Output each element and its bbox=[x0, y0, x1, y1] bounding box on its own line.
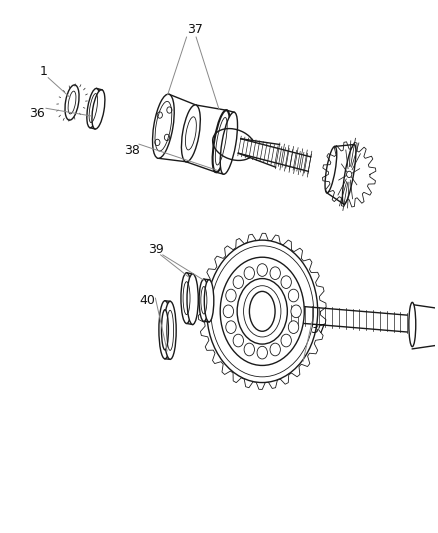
Ellipse shape bbox=[159, 301, 171, 359]
Circle shape bbox=[157, 112, 162, 118]
Circle shape bbox=[226, 289, 236, 302]
Ellipse shape bbox=[207, 240, 318, 383]
Circle shape bbox=[270, 343, 280, 356]
Circle shape bbox=[291, 305, 301, 318]
Ellipse shape bbox=[220, 112, 237, 174]
Ellipse shape bbox=[343, 144, 356, 204]
Ellipse shape bbox=[187, 274, 198, 325]
Ellipse shape bbox=[409, 302, 416, 346]
Circle shape bbox=[244, 267, 254, 279]
Ellipse shape bbox=[164, 301, 176, 359]
Ellipse shape bbox=[87, 88, 100, 128]
Circle shape bbox=[244, 343, 254, 356]
Ellipse shape bbox=[65, 85, 79, 120]
Ellipse shape bbox=[249, 292, 275, 332]
Ellipse shape bbox=[220, 257, 304, 366]
Ellipse shape bbox=[152, 94, 174, 158]
Circle shape bbox=[346, 171, 352, 177]
Circle shape bbox=[226, 321, 236, 334]
Circle shape bbox=[257, 346, 268, 359]
Circle shape bbox=[270, 267, 280, 279]
Ellipse shape bbox=[92, 90, 105, 129]
Circle shape bbox=[257, 264, 268, 277]
Ellipse shape bbox=[181, 273, 192, 324]
Text: 36: 36 bbox=[29, 107, 45, 120]
Circle shape bbox=[281, 276, 291, 288]
Text: 37: 37 bbox=[311, 324, 326, 336]
Circle shape bbox=[233, 334, 244, 347]
Circle shape bbox=[288, 321, 299, 334]
Circle shape bbox=[155, 139, 160, 146]
Text: 1: 1 bbox=[40, 65, 48, 78]
Ellipse shape bbox=[212, 110, 230, 172]
Text: 38: 38 bbox=[124, 144, 141, 157]
Ellipse shape bbox=[237, 279, 287, 344]
Circle shape bbox=[223, 305, 233, 318]
Text: 37: 37 bbox=[187, 22, 203, 36]
Ellipse shape bbox=[162, 310, 168, 350]
Ellipse shape bbox=[199, 279, 208, 321]
Circle shape bbox=[164, 134, 170, 141]
Text: 39: 39 bbox=[148, 243, 164, 256]
Ellipse shape bbox=[325, 147, 337, 193]
Text: 40: 40 bbox=[140, 294, 155, 308]
Circle shape bbox=[281, 334, 291, 347]
Circle shape bbox=[288, 289, 299, 302]
Ellipse shape bbox=[181, 105, 200, 162]
Circle shape bbox=[233, 276, 244, 288]
Ellipse shape bbox=[204, 280, 214, 322]
Circle shape bbox=[167, 107, 172, 113]
